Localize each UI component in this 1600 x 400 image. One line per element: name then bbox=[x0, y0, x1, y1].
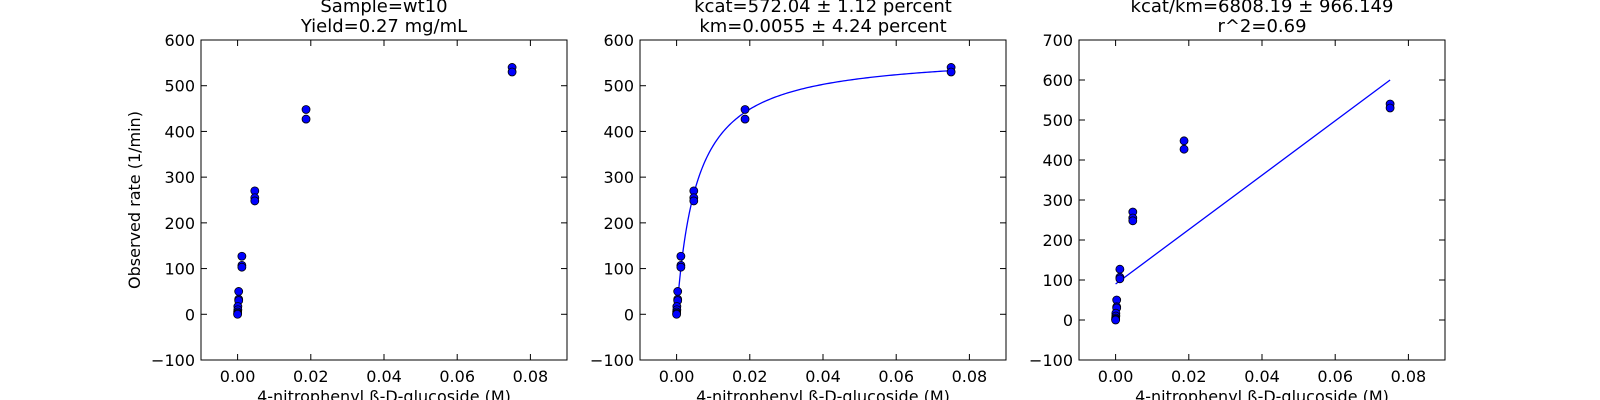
data-point bbox=[1128, 216, 1138, 226]
chart-title-line: Sample=wt10 bbox=[320, 0, 447, 17]
chart-title-line: km=0.0055 ± 4.24 percent bbox=[699, 16, 946, 37]
x-tick-label: 0.00 bbox=[659, 367, 695, 386]
data-point bbox=[1385, 103, 1395, 113]
y-tick-label: 300 bbox=[603, 168, 634, 187]
y-tick-label: 400 bbox=[1042, 151, 1073, 170]
x-tick-label: 0.00 bbox=[220, 367, 256, 386]
y-tick-label: 600 bbox=[603, 31, 634, 50]
data-point bbox=[237, 251, 247, 261]
y-tick-label: 300 bbox=[164, 168, 195, 187]
data-point bbox=[740, 114, 750, 124]
x-tick-label: 0.02 bbox=[732, 367, 768, 386]
chart-title-line: Yield=0.27 mg/mL bbox=[300, 16, 467, 37]
data-point bbox=[301, 114, 311, 124]
x-tick-label: 0.00 bbox=[1098, 367, 1134, 386]
data-point bbox=[301, 105, 311, 114]
y-tick-label: 200 bbox=[1042, 231, 1073, 250]
y-tick-label: −100 bbox=[1029, 351, 1073, 370]
fit-line bbox=[1115, 79, 1391, 285]
data-point bbox=[672, 309, 681, 319]
y-tick-label: 300 bbox=[1042, 191, 1073, 210]
chart-title-line: kcat=572.04 ± 1.12 percent bbox=[694, 0, 952, 17]
x-tick-label: 0.06 bbox=[1317, 367, 1353, 386]
y-tick-label: 600 bbox=[164, 31, 195, 50]
x-tick-label: 0.02 bbox=[293, 367, 329, 386]
y-tick-label: 100 bbox=[164, 260, 195, 279]
y-axis-label: Observed rate (1/min) bbox=[125, 111, 144, 289]
y-tick-label: 500 bbox=[164, 77, 195, 96]
x-axis-label: 4-nitrophenyl ß-D-glucoside (M) bbox=[696, 387, 950, 400]
data-point bbox=[507, 67, 517, 77]
data-point bbox=[673, 287, 683, 296]
x-tick-label: 0.08 bbox=[952, 367, 988, 386]
y-tick-label: 400 bbox=[603, 122, 634, 141]
data-point bbox=[1111, 315, 1120, 325]
y-tick-label: 100 bbox=[603, 260, 634, 279]
data-point bbox=[233, 309, 243, 319]
chart-panel-1: 0.00 0.02 0.04 0.06 0.08 −100 0 100 200 300 400 500… bbox=[125, 0, 568, 400]
y-tick-label: 0 bbox=[624, 305, 634, 324]
x-axis-label: 4-nitrophenyl ß-D-glucoside (M) bbox=[257, 387, 511, 400]
data-point bbox=[946, 67, 956, 77]
x-tick-label: 0.04 bbox=[366, 367, 402, 386]
data-point bbox=[234, 287, 244, 296]
y-tick-label: 200 bbox=[164, 214, 195, 233]
data-point bbox=[1179, 144, 1189, 154]
y-tick-label: −100 bbox=[151, 351, 195, 370]
x-tick-label: 0.04 bbox=[1244, 367, 1280, 386]
y-tick-label: 600 bbox=[1042, 71, 1073, 90]
y-tick-label: 400 bbox=[164, 122, 195, 141]
fit-line bbox=[675, 70, 952, 315]
x-tick-label: 0.06 bbox=[878, 367, 914, 386]
y-tick-label: 0 bbox=[185, 305, 195, 324]
data-point bbox=[1115, 274, 1125, 284]
y-tick-label: 100 bbox=[1042, 271, 1073, 290]
chart-panel-2: 0.00 0.02 0.04 0.06 0.08 −100 0 100 200 300 400 500… bbox=[590, 0, 1007, 400]
y-tick-label: 500 bbox=[1042, 111, 1073, 130]
x-tick-label: 0.02 bbox=[1171, 367, 1207, 386]
chart-panel-3: 0.00 0.02 0.04 0.06 0.08 −100 0 100 200 300 400 500… bbox=[1029, 0, 1446, 400]
y-tick-label: 200 bbox=[603, 214, 634, 233]
data-point bbox=[676, 262, 686, 272]
x-tick-label: 0.04 bbox=[805, 367, 841, 386]
data-point bbox=[676, 251, 686, 261]
data-point bbox=[740, 105, 750, 114]
data-point bbox=[250, 196, 260, 206]
y-tick-label: 700 bbox=[1042, 31, 1073, 50]
x-axis-label: 4-nitrophenyl ß-D-glucoside (M) bbox=[1135, 387, 1389, 400]
chart-title-line: kcat/km=6808.19 ± 966.149 bbox=[1131, 0, 1394, 17]
plot-frame bbox=[1078, 39, 1446, 361]
chart-title-line: r^2=0.69 bbox=[1217, 16, 1306, 37]
data-point bbox=[1179, 136, 1189, 146]
x-tick-label: 0.08 bbox=[1391, 367, 1427, 386]
data-point bbox=[689, 196, 699, 206]
data-point bbox=[237, 262, 247, 272]
x-tick-label: 0.06 bbox=[439, 367, 475, 386]
x-tick-label: 0.08 bbox=[513, 367, 549, 386]
data-point bbox=[1115, 264, 1125, 274]
y-tick-label: −100 bbox=[590, 351, 634, 370]
y-tick-label: 0 bbox=[1063, 311, 1073, 330]
y-tick-label: 500 bbox=[603, 77, 634, 96]
